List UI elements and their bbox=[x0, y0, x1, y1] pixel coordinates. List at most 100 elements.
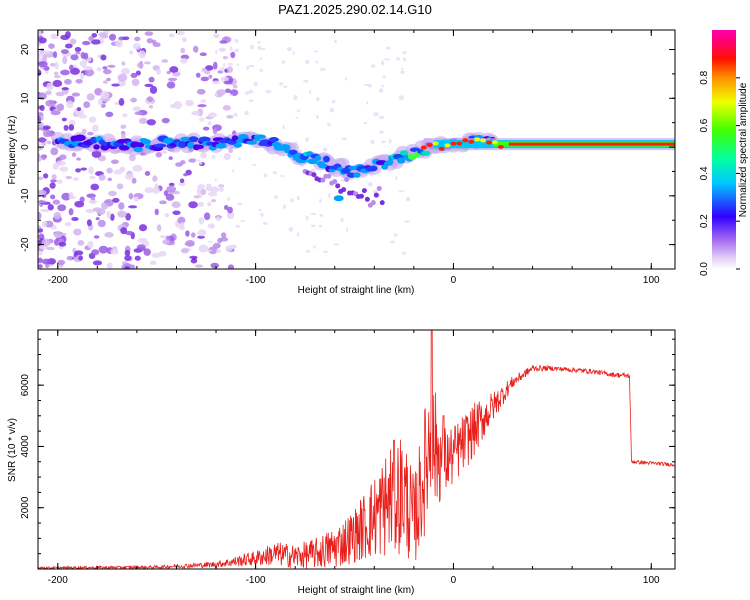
ridge-blob bbox=[322, 155, 330, 163]
ridge-blob bbox=[386, 158, 394, 166]
noise-blob bbox=[120, 227, 128, 235]
branch-blob bbox=[311, 172, 317, 178]
noise-blob bbox=[318, 224, 323, 228]
noise-blob bbox=[227, 264, 235, 269]
band-blob bbox=[486, 140, 493, 145]
spectrogram-y-ticks: -20 -10 0 10 20 bbox=[20, 44, 675, 270]
noise-blob bbox=[227, 62, 234, 66]
noise-blob bbox=[112, 197, 120, 203]
band-core bbox=[508, 142, 675, 146]
noise-blob bbox=[232, 169, 235, 173]
noise-blob bbox=[207, 191, 218, 197]
noise-blob bbox=[292, 50, 295, 55]
noise-blob bbox=[118, 98, 125, 106]
snr-x-ticks: -200 -100 0 100 bbox=[48, 330, 660, 586]
noise-blob bbox=[119, 166, 126, 172]
noise-blob bbox=[38, 176, 44, 181]
noise-blob bbox=[53, 231, 63, 239]
noise-blob bbox=[76, 157, 81, 161]
band-blob bbox=[438, 146, 445, 151]
spec-xtick-label: 0 bbox=[451, 275, 457, 286]
noise-blob bbox=[38, 250, 43, 256]
branch-blob bbox=[376, 185, 382, 191]
noise-blob bbox=[222, 105, 231, 111]
noise-blob bbox=[65, 31, 71, 39]
noise-blob bbox=[373, 112, 379, 117]
noise-blob bbox=[154, 183, 159, 191]
noise-blob bbox=[38, 189, 47, 196]
noise-blob bbox=[134, 255, 141, 261]
ridge-blob bbox=[369, 165, 378, 172]
noise-blob bbox=[95, 217, 100, 221]
ridge-blob bbox=[194, 144, 205, 150]
noise-blob bbox=[219, 40, 227, 44]
noise-blob bbox=[115, 39, 123, 48]
noise-blob bbox=[196, 88, 206, 95]
noise-blob bbox=[130, 72, 138, 79]
noise-blob bbox=[53, 71, 59, 76]
noise-blob bbox=[340, 218, 344, 223]
spectrogram-ylabel: Frequency (Hz) bbox=[7, 116, 18, 185]
noise-blob bbox=[59, 154, 67, 160]
noise-blob bbox=[246, 65, 249, 71]
noise-blob bbox=[195, 72, 201, 78]
ridge-blob bbox=[399, 150, 409, 156]
noise-blob bbox=[46, 246, 55, 251]
noise-blob bbox=[97, 98, 103, 106]
noise-blob bbox=[197, 229, 207, 237]
noise-blob bbox=[41, 154, 46, 161]
noise-blob bbox=[91, 32, 98, 38]
noise-blob bbox=[144, 31, 154, 36]
noise-blob bbox=[204, 70, 211, 75]
noise-blob bbox=[222, 63, 226, 68]
band-blob bbox=[420, 145, 427, 150]
noise-blob bbox=[185, 101, 194, 107]
noise-blob bbox=[51, 174, 57, 180]
noise-blob bbox=[203, 212, 211, 221]
ridge-blob bbox=[130, 141, 141, 149]
colorbar-tick-label: 0.0 bbox=[699, 262, 710, 276]
spec-ytick-label: 0 bbox=[20, 144, 31, 150]
ridge-blob bbox=[188, 136, 199, 143]
noise-blob bbox=[88, 166, 94, 175]
noise-blob bbox=[48, 43, 55, 49]
noise-blob bbox=[283, 204, 287, 209]
noise-blob bbox=[199, 161, 203, 165]
noise-blob bbox=[38, 211, 42, 220]
spectrogram-x-ticks: -200 -100 0 100 bbox=[48, 30, 660, 286]
noise-blob bbox=[304, 59, 310, 65]
noise-blob bbox=[218, 47, 227, 52]
noise-blob bbox=[59, 166, 69, 172]
snr-frame bbox=[37, 329, 676, 570]
noise-blob bbox=[149, 260, 157, 265]
noise-blob bbox=[228, 148, 234, 154]
noise-blob bbox=[211, 80, 221, 85]
noise-blob bbox=[179, 222, 185, 229]
band-blob bbox=[450, 141, 457, 146]
noise-blob bbox=[164, 212, 170, 218]
noise-blob bbox=[46, 140, 52, 145]
noise-blob bbox=[83, 101, 91, 109]
noise-blob bbox=[68, 208, 74, 216]
noise-blob bbox=[383, 58, 390, 61]
noise-blob bbox=[315, 60, 319, 64]
noise-blob bbox=[262, 221, 268, 225]
noise-blob bbox=[161, 59, 169, 63]
noise-blob bbox=[116, 183, 124, 190]
noise-blob bbox=[215, 216, 222, 222]
noise-blob bbox=[42, 129, 52, 138]
noise-blob bbox=[249, 89, 252, 94]
noise-blob bbox=[197, 184, 206, 190]
noise-blob bbox=[88, 116, 97, 123]
noise-blob bbox=[303, 79, 309, 83]
noise-blob bbox=[333, 243, 339, 246]
noise-blob bbox=[178, 181, 186, 187]
noise-blob bbox=[286, 47, 292, 52]
noise-blob bbox=[72, 177, 79, 181]
ridge-blob bbox=[180, 136, 191, 142]
noise-blob bbox=[91, 249, 100, 256]
ridge-blob bbox=[187, 141, 195, 149]
noise-blob bbox=[101, 201, 109, 210]
noise-blob bbox=[38, 142, 42, 147]
noise-blob bbox=[363, 122, 368, 125]
